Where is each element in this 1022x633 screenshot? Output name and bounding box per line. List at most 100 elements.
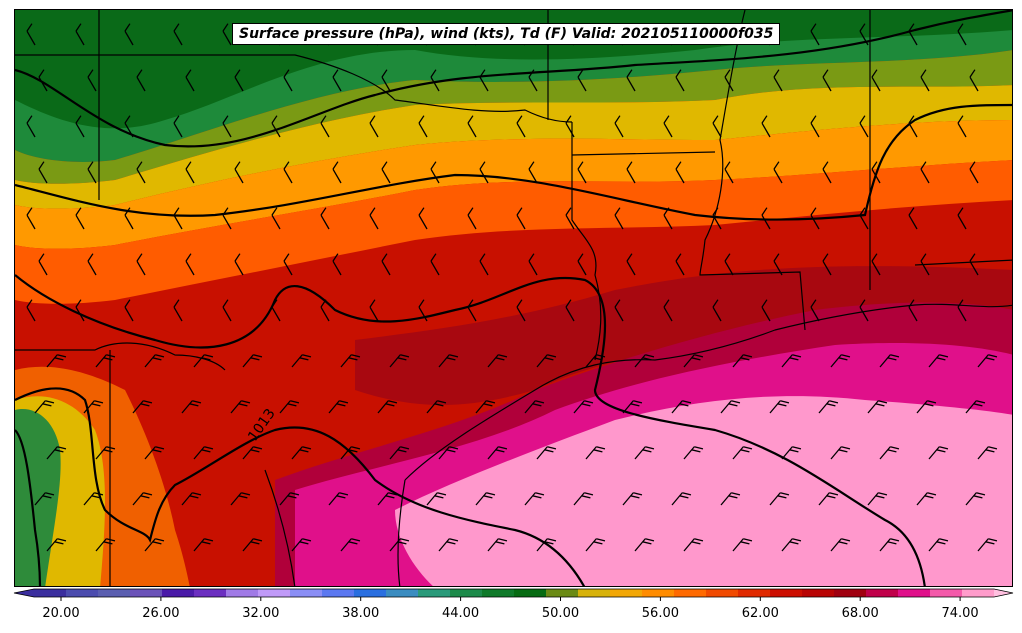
dewpoint-map: 1013: [15, 10, 1012, 586]
wind-barb-flag: [936, 357, 946, 361]
wind-barb-flag: [388, 400, 398, 404]
wind-barb-icon: [565, 299, 575, 322]
wind-barb-staff: [867, 400, 879, 414]
colorbar-tick-label: 74.00: [941, 606, 978, 621]
wind-barb-flag: [789, 541, 799, 545]
wind-barb-staff: [712, 122, 722, 138]
wind-barb-staff: [565, 214, 575, 230]
wind-barb-flag: [927, 492, 937, 496]
wind-barb-staff: [124, 30, 134, 46]
wind-barb-flag: [189, 495, 199, 499]
wind-barb-flag: [528, 161, 535, 170]
wind-barb-flag: [483, 403, 493, 407]
wind-barb-icon: [634, 354, 655, 368]
wind-barb-icon: [536, 354, 557, 368]
wind-barb-flag: [939, 538, 949, 542]
wind-barb-flag: [516, 207, 523, 216]
wind-barb-icon: [320, 115, 330, 138]
wind-barb-staff: [822, 260, 832, 276]
wind-barb-icon: [573, 492, 594, 506]
wind-barb-flag: [449, 538, 459, 542]
wind-barb-staff: [430, 76, 440, 92]
colorbar-cell: [514, 589, 547, 597]
wind-barb-icon: [675, 161, 685, 184]
wind-barb-flag: [743, 354, 753, 358]
wind-barb-icon: [614, 299, 624, 322]
wind-barb-flag: [939, 354, 949, 358]
wind-barb-icon: [712, 115, 722, 138]
state-border: [571, 122, 602, 361]
wind-barb-staff: [781, 538, 793, 552]
wind-barb-flag: [339, 492, 349, 496]
wind-barb-flag: [780, 400, 790, 404]
wind-barb-icon: [626, 253, 636, 276]
wind-barb-staff: [332, 260, 342, 276]
wind-barb-staff: [622, 400, 634, 414]
wind-barb-flag: [173, 115, 180, 124]
wind-barb-icon: [291, 446, 312, 460]
wind-barb-staff: [328, 400, 340, 414]
wind-barb-staff: [46, 446, 58, 460]
wind-barb-staff: [87, 260, 97, 276]
wind-barb-icon: [732, 446, 753, 460]
wind-barb-staff: [516, 306, 526, 322]
wind-barb-staff: [332, 168, 342, 184]
wind-barb-icon: [810, 207, 820, 230]
wind-barb-staff: [634, 446, 646, 460]
wind-barb-flag: [838, 449, 848, 453]
colorbar-tick-label: 50.00: [542, 606, 579, 621]
wind-barb-icon: [38, 253, 48, 276]
wind-barb-flag: [54, 449, 64, 453]
wind-barb-icon: [810, 115, 820, 138]
wind-barb-flag: [299, 541, 309, 545]
wind-barb-staff: [271, 214, 281, 230]
wind-barb-staff: [132, 492, 144, 506]
wind-barb-staff: [124, 122, 134, 138]
wind-barb-staff: [773, 168, 783, 184]
wind-barb-flag: [532, 495, 542, 499]
wind-barb-staff: [185, 168, 195, 184]
wind-barb-icon: [95, 538, 116, 552]
wind-barb-flag: [976, 492, 986, 496]
wind-barb-icon: [75, 23, 85, 46]
wind-barb-staff: [614, 122, 624, 138]
wind-barb-flag: [106, 354, 116, 358]
wind-barb-flag: [45, 400, 55, 404]
wind-barb-flag: [920, 161, 927, 170]
wind-barb-flag: [642, 357, 652, 361]
wind-barb-icon: [222, 299, 232, 322]
wind-barb-flag: [875, 495, 885, 499]
wind-barb-icon: [957, 115, 967, 138]
wind-barb-staff: [916, 492, 928, 506]
wind-barb-icon: [524, 400, 545, 414]
wind-barb-flag: [54, 357, 64, 361]
wind-barb-flag: [94, 400, 104, 404]
wind-barb-flag: [400, 538, 410, 542]
wind-barb-staff: [969, 168, 979, 184]
wind-barb-flag: [985, 449, 995, 453]
wind-barb-staff: [524, 492, 536, 506]
wind-barb-icon: [822, 161, 832, 184]
wind-barb-flag: [238, 495, 248, 499]
colorbar-extend-low: [14, 589, 34, 597]
wind-barb-staff: [381, 168, 391, 184]
wind-barb-icon: [438, 354, 459, 368]
wind-barb-icon: [430, 253, 440, 276]
wind-barb-icon: [867, 400, 888, 414]
colorbar-cell: [482, 589, 515, 597]
colorbar-ticks: 20.00 26.00 32.00 38.00 44.00 50.00 56.00 62.00…: [42, 597, 979, 621]
wind-barb-flag: [222, 207, 229, 216]
orange-red-band: [15, 160, 1012, 304]
wind-barb-flag: [75, 299, 82, 308]
wind-barb-flag: [467, 207, 474, 216]
wind-barb-flag: [336, 495, 346, 499]
wind-barb-staff: [712, 306, 722, 322]
wind-barb-icon: [859, 23, 869, 46]
wind-barb-icon: [969, 69, 979, 92]
wind-barb-flag: [299, 357, 309, 361]
wind-barb-staff: [712, 214, 722, 230]
wind-barb-staff: [675, 76, 685, 92]
wind-barb-icon: [332, 161, 342, 184]
wind-barb-flag: [740, 449, 750, 453]
wind-barb-staff: [487, 446, 499, 460]
